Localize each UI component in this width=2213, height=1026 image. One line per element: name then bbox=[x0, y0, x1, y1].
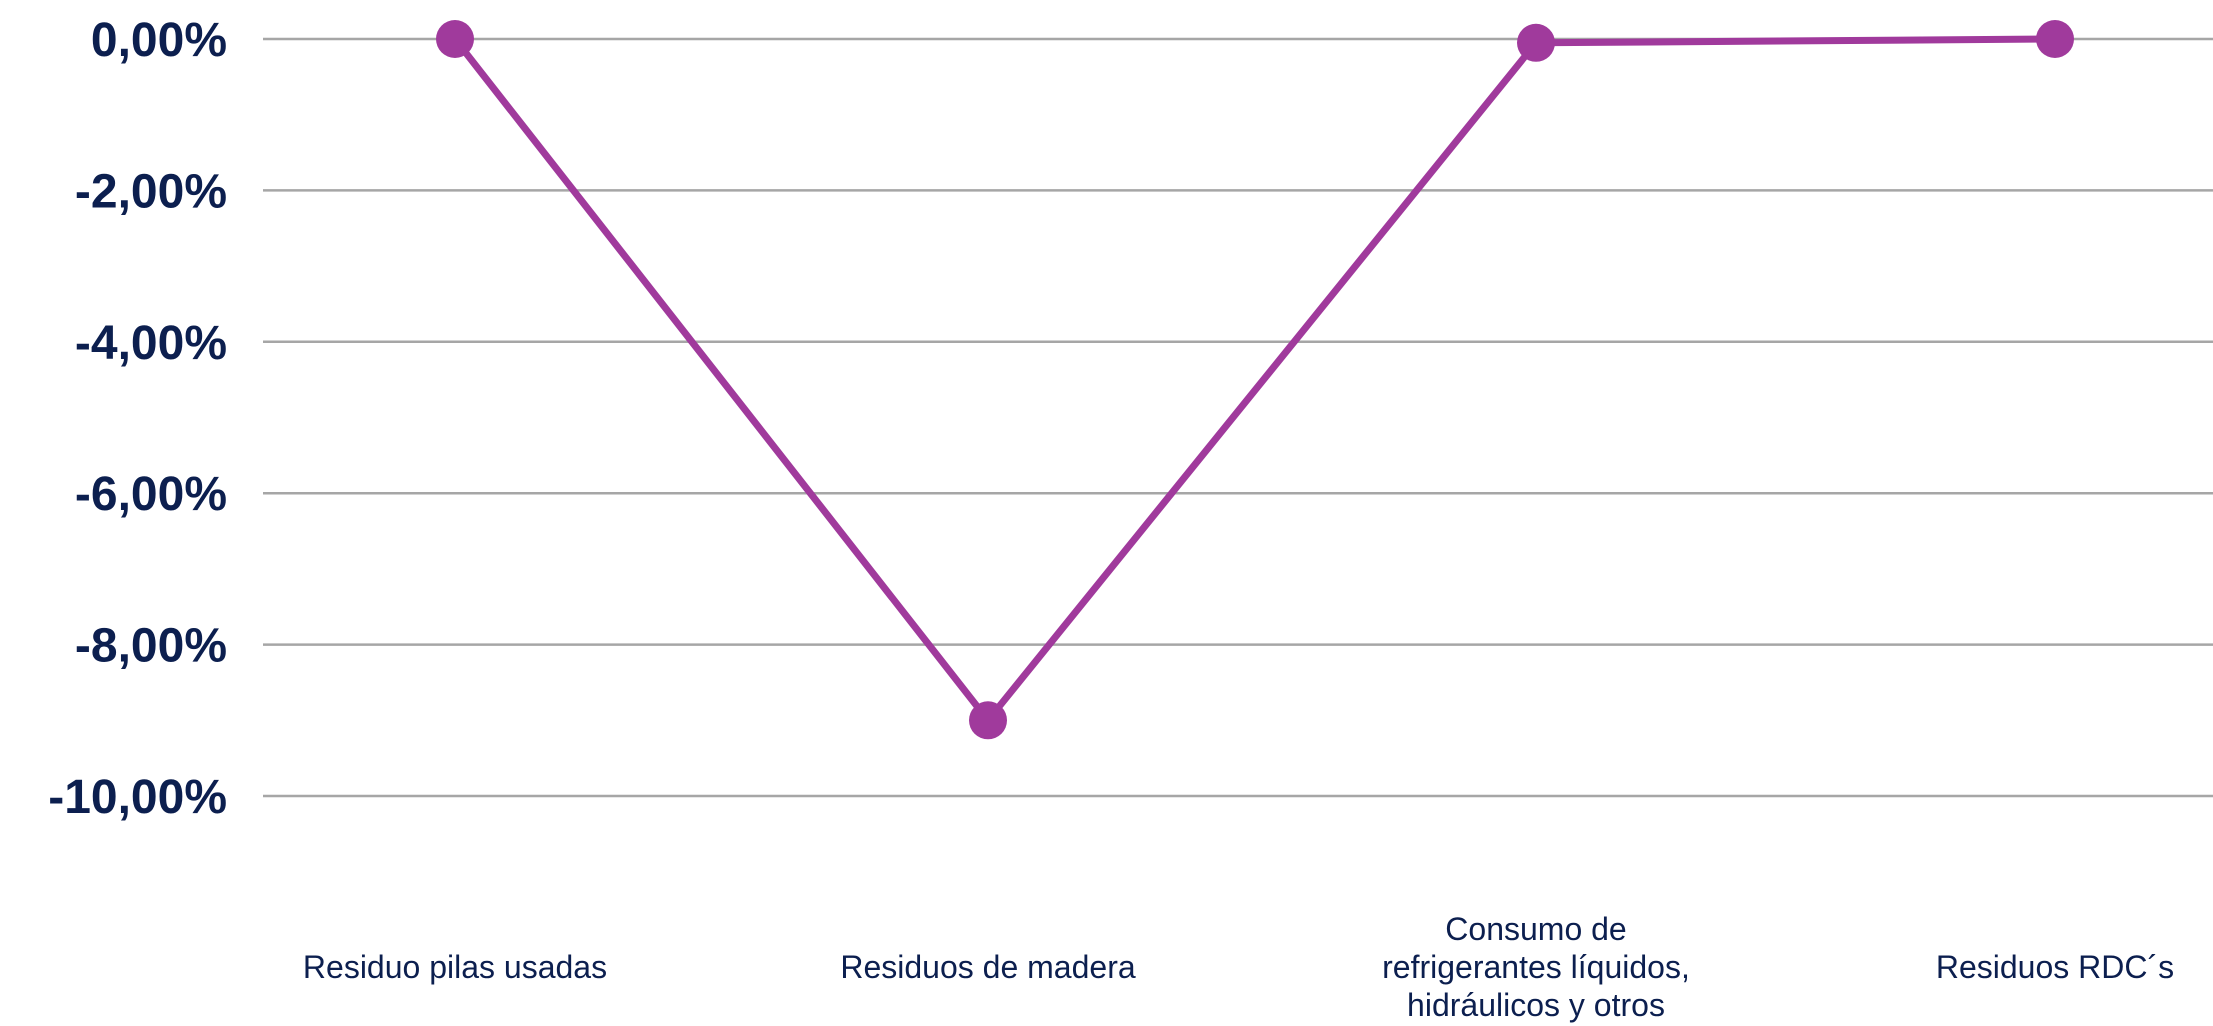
y-tick-label: -2,00% bbox=[75, 165, 227, 218]
series-line bbox=[452, 35, 2056, 726]
x-tick-label-line: Residuo pilas usadas bbox=[303, 949, 607, 985]
x-axis-tick-labels: Residuo pilas usadas Residuos de madera Co… bbox=[303, 911, 2174, 1023]
x-tick-label-line: refrigerantes líquidos, bbox=[1382, 949, 1690, 985]
y-tick-label: -8,00% bbox=[75, 620, 227, 673]
x-tick-label-line: Residuos de madera bbox=[840, 949, 1135, 985]
data-point bbox=[969, 701, 1007, 740]
gridlines bbox=[263, 37, 2213, 798]
x-tick-label: Residuos de madera bbox=[840, 949, 1135, 985]
data-point bbox=[1517, 23, 1555, 62]
y-tick-label: 0,00% bbox=[91, 14, 227, 67]
x-tick-label-line: Consumo de bbox=[1445, 911, 1626, 947]
y-axis-tick-labels: 0,00% -2,00% -4,00% -6,00% -8,00% -10,00% bbox=[48, 14, 227, 824]
x-tick-label: Consumo de refrigerantes líquidos, hidrául… bbox=[1382, 911, 1690, 1023]
x-tick-label: Residuo pilas usadas bbox=[303, 949, 607, 985]
y-tick-label: -10,00% bbox=[48, 771, 227, 824]
series-layer bbox=[436, 20, 2074, 740]
x-tick-label-line: hidráulicos y otros bbox=[1407, 987, 1665, 1023]
y-tick-label: -4,00% bbox=[75, 317, 227, 370]
data-point bbox=[2036, 20, 2074, 58]
x-tick-label: Residuos RDC´s bbox=[1936, 949, 2174, 985]
x-tick-label-line: Residuos RDC´s bbox=[1936, 949, 2174, 985]
y-tick-label: -6,00% bbox=[75, 468, 227, 521]
data-point bbox=[436, 20, 474, 58]
